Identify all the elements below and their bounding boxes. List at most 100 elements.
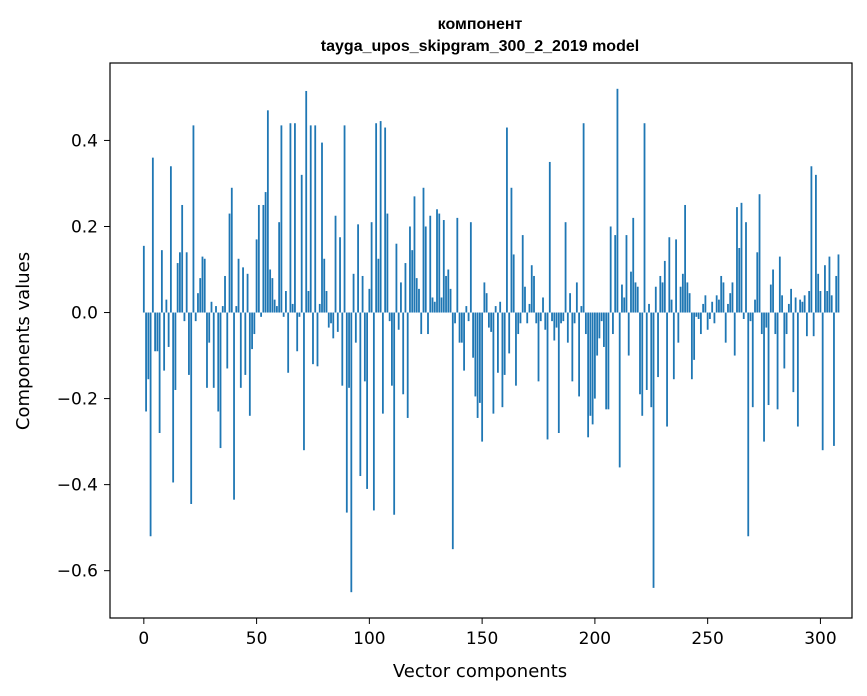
- bar-209: [614, 235, 617, 313]
- bar-86: [336, 312, 339, 332]
- bar-106: [381, 312, 384, 414]
- bar-164: [512, 254, 515, 313]
- bar-107: [384, 127, 387, 313]
- bar-53: [262, 204, 265, 313]
- bar-84: [332, 312, 335, 339]
- bar-69: [298, 312, 301, 317]
- bar-57: [271, 278, 274, 313]
- bar-34: [219, 312, 222, 449]
- bar-13: [172, 312, 175, 483]
- bar-62: [282, 312, 285, 317]
- bar-3: [149, 312, 152, 537]
- bar-48: [251, 312, 253, 350]
- bar-10: [165, 299, 168, 313]
- bar-141: [460, 312, 463, 343]
- bar-275: [763, 312, 765, 442]
- bar-158: [499, 301, 502, 313]
- bar-148: [476, 312, 479, 418]
- bar-66: [291, 303, 294, 313]
- bar-127: [429, 215, 432, 313]
- bar-26: [201, 256, 204, 313]
- bar-208: [612, 312, 614, 335]
- bar-15: [176, 263, 179, 313]
- bar-79: [321, 142, 323, 313]
- bar-93: [352, 273, 355, 313]
- bar-305: [830, 295, 833, 313]
- bar-290: [796, 312, 799, 427]
- bar-153: [487, 312, 490, 328]
- bar-6: [156, 312, 159, 352]
- bar-168: [521, 235, 524, 313]
- bar-25: [199, 278, 202, 313]
- bar-101: [370, 222, 373, 313]
- bar-263: [736, 207, 738, 313]
- y-tick-label: 0.0: [71, 304, 98, 324]
- bar-137: [451, 312, 454, 550]
- bar-301: [821, 312, 824, 451]
- bar-198: [589, 312, 592, 416]
- bar-203: [600, 312, 603, 322]
- bar-157: [497, 312, 499, 373]
- bar-76: [314, 125, 317, 313]
- x-tick-label: 150: [466, 629, 498, 649]
- bar-278: [769, 284, 772, 313]
- bar-49: [253, 312, 256, 335]
- bar-51: [257, 204, 260, 313]
- bar-183: [555, 312, 558, 328]
- bar-67: [294, 123, 296, 313]
- bar-220: [639, 312, 641, 395]
- bar-173: [533, 275, 535, 313]
- bar-231: [663, 260, 666, 313]
- bar-7: [158, 312, 161, 433]
- bar-256: [720, 275, 723, 313]
- bar-149: [478, 312, 481, 403]
- bar-75: [312, 312, 314, 365]
- bar-171: [528, 303, 531, 313]
- bar-213: [623, 297, 626, 313]
- bar-190: [571, 312, 574, 382]
- bar-134: [445, 275, 447, 313]
- bar-30: [210, 301, 213, 313]
- bar-224: [648, 303, 650, 313]
- bar-182: [553, 312, 556, 341]
- bar-304: [828, 256, 831, 313]
- bar-239: [681, 273, 684, 313]
- bar-228: [657, 312, 659, 378]
- bar-299: [817, 273, 820, 313]
- bar-179: [546, 312, 549, 440]
- bar-259: [727, 303, 729, 313]
- bar-214: [625, 235, 628, 313]
- y-tick-label: −0.6: [57, 562, 98, 582]
- bar-12: [169, 166, 172, 313]
- bar-83: [330, 312, 332, 324]
- bar-55: [266, 110, 269, 313]
- bar-244: [693, 312, 696, 360]
- bar-258: [724, 312, 727, 343]
- bar-42: [237, 258, 240, 313]
- bar-292: [801, 301, 804, 313]
- x-axis-ticks: 0 50 100 150 200 250 300: [138, 618, 837, 649]
- bar-286: [787, 303, 790, 313]
- bar-113: [397, 312, 400, 330]
- bar-262: [733, 312, 736, 356]
- bar-89: [343, 125, 346, 313]
- bar-238: [679, 286, 682, 313]
- bar-264: [738, 248, 741, 313]
- bar-23: [194, 312, 197, 322]
- bar-222: [643, 123, 646, 313]
- bar-87: [339, 237, 341, 313]
- bar-77: [316, 312, 319, 367]
- bar-68: [296, 312, 299, 352]
- bar-232: [666, 312, 668, 427]
- bar-11: [167, 312, 170, 347]
- bar-121: [415, 278, 418, 313]
- bar-4: [151, 157, 154, 313]
- bar-180: [548, 161, 551, 313]
- bar-169: [524, 286, 526, 313]
- bar-90: [345, 312, 348, 513]
- bar-116: [404, 263, 407, 313]
- bar-241: [686, 282, 689, 313]
- bar-72: [305, 90, 308, 313]
- bar-81: [325, 291, 328, 313]
